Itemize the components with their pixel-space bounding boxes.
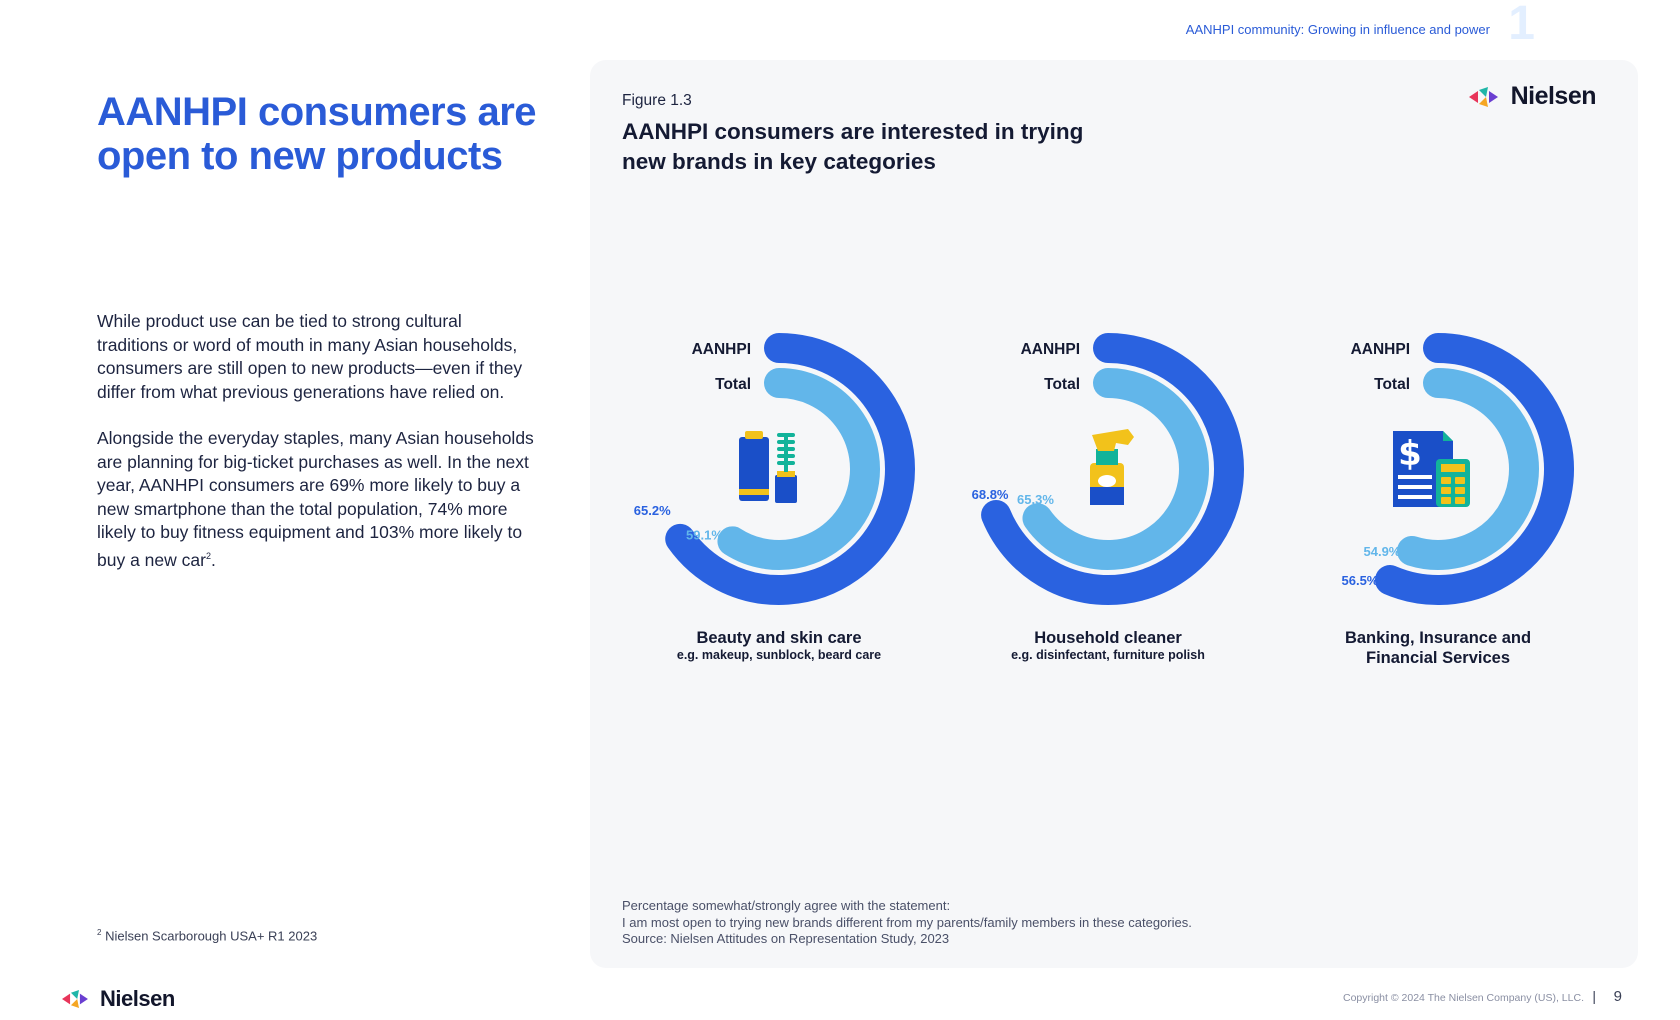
aanhpi-arc-1 <box>665 333 915 605</box>
spray-bottle-icon <box>1090 429 1134 505</box>
bottle-neck <box>1096 449 1118 465</box>
financial-document-icon: $ <box>1393 431 1470 507</box>
document-fold <box>1443 431 1453 441</box>
lotion-band <box>739 489 769 495</box>
series-label-aanhpi-3: AANHPI <box>1351 341 1410 358</box>
aanhpi-value-1: 65.2% <box>634 503 671 518</box>
spray-trigger <box>1092 429 1134 451</box>
total-value-1: 59.1% <box>686 527 723 542</box>
body-paragraph-2: Alongside the everyday staples, many Asi… <box>97 428 534 570</box>
calculator-key <box>1455 487 1465 494</box>
bottle-label <box>1098 475 1116 487</box>
series-label-aanhpi-2: AANHPI <box>1021 341 1080 358</box>
calculator-key <box>1441 497 1451 504</box>
lotion-bottle <box>739 437 769 501</box>
panel-logo-text: Nielsen <box>1510 82 1597 110</box>
copyright: Copyright © 2024 The Nielsen Company (US… <box>1343 992 1584 1004</box>
lotion-cap <box>745 431 763 439</box>
mascara-bristle <box>777 461 795 465</box>
document-line <box>1398 495 1432 499</box>
mascara-bristle <box>777 454 795 458</box>
total-value-3: 54.9% <box>1364 544 1401 559</box>
document-line <box>1398 485 1432 489</box>
cosmetics-icon <box>739 431 797 503</box>
figure-label: Figure 1.3 <box>622 92 692 109</box>
category-title-2: Household cleaner <box>1034 629 1182 647</box>
mascara-bristle <box>777 433 795 437</box>
series-label-total-1: Total <box>715 376 751 393</box>
section-header: AANHPI community: Growing in influence a… <box>1185 22 1490 37</box>
category-title-1: Beauty and skin care <box>696 629 861 647</box>
figure-notes: Percentage somewhat/strongly agree with … <box>622 898 1192 948</box>
nielsen-mark-icon <box>62 990 88 1008</box>
source-line: Source: Nielsen Attitudes on Representat… <box>622 931 950 946</box>
category-subtitle-2: e.g. disinfectant, furniture polish <box>1011 648 1205 662</box>
bottle-base <box>1090 487 1124 505</box>
aanhpi-value-3: 56.5% <box>1342 573 1379 588</box>
panel-nielsen-logo: Nielsen <box>1468 82 1597 111</box>
calculator-key <box>1455 497 1465 504</box>
left-column: AANHPI consumers are open to new product… <box>97 90 537 178</box>
figure-panel: Figure 1.3 AANHPI consumers are interest… <box>590 60 1638 968</box>
calculator-key <box>1441 487 1451 494</box>
aanhpi-arc-3 <box>1374 333 1574 605</box>
dollar-sign: $ <box>1398 434 1422 474</box>
radial-chart: AANHPI Total 65.2% 59.1% Beauty and skin car… <box>634 333 1574 667</box>
page-title: AANHPI consumers are open to new product… <box>97 90 537 178</box>
nielsen-mark-icon <box>1468 86 1498 107</box>
mascara-collar <box>777 471 795 477</box>
calculator-key <box>1441 477 1451 484</box>
section-number: 1 <box>1508 0 1535 50</box>
footer-nielsen-logo: Nielsen <box>62 986 175 1012</box>
calculator-screen <box>1441 464 1465 472</box>
total-arc-3 <box>1396 368 1539 570</box>
mascara-bristle <box>777 447 795 451</box>
mascara-wand <box>784 434 788 472</box>
aanhpi-value-2: 68.8% <box>972 487 1009 502</box>
total-value-2: 65.3% <box>1017 492 1054 507</box>
page-number: 9 <box>1613 988 1622 1005</box>
series-label-total-3: Total <box>1374 376 1410 393</box>
series-label-total-2: Total <box>1044 376 1080 393</box>
footnote-ref: 2 <box>205 550 211 561</box>
category-title-3: Banking, Insurance and <box>1345 629 1531 647</box>
category-subtitle-1: e.g. makeup, sunblock, beard care <box>677 648 881 662</box>
footnote: 2 Nielsen Scarborough USA+ R1 2023 <box>97 928 318 944</box>
footer-logo-text: Nielsen <box>100 986 175 1011</box>
body-copy: While product use can be tied to strong … <box>97 310 537 595</box>
page-separator: | <box>1592 988 1596 1004</box>
figure-title: AANHPI consumers are interested in tryin… <box>622 119 1084 174</box>
mascara-tube <box>775 475 797 503</box>
note-line-2: I am most open to trying new brands diff… <box>622 914 1192 930</box>
aanhpi-arc-2 <box>981 333 1244 605</box>
document-line <box>1398 475 1432 479</box>
series-label-aanhpi-1: AANHPI <box>692 341 751 358</box>
category-title-line2-3: Financial Services <box>1366 649 1510 667</box>
total-arc-2 <box>1022 368 1209 570</box>
calculator-key <box>1455 477 1465 484</box>
note-line-1: Percentage somewhat/strongly agree with … <box>622 898 951 913</box>
mascara-bristle <box>777 440 795 444</box>
body-paragraph-1: While product use can be tied to strong … <box>97 311 523 402</box>
total-arc-1 <box>717 368 880 570</box>
